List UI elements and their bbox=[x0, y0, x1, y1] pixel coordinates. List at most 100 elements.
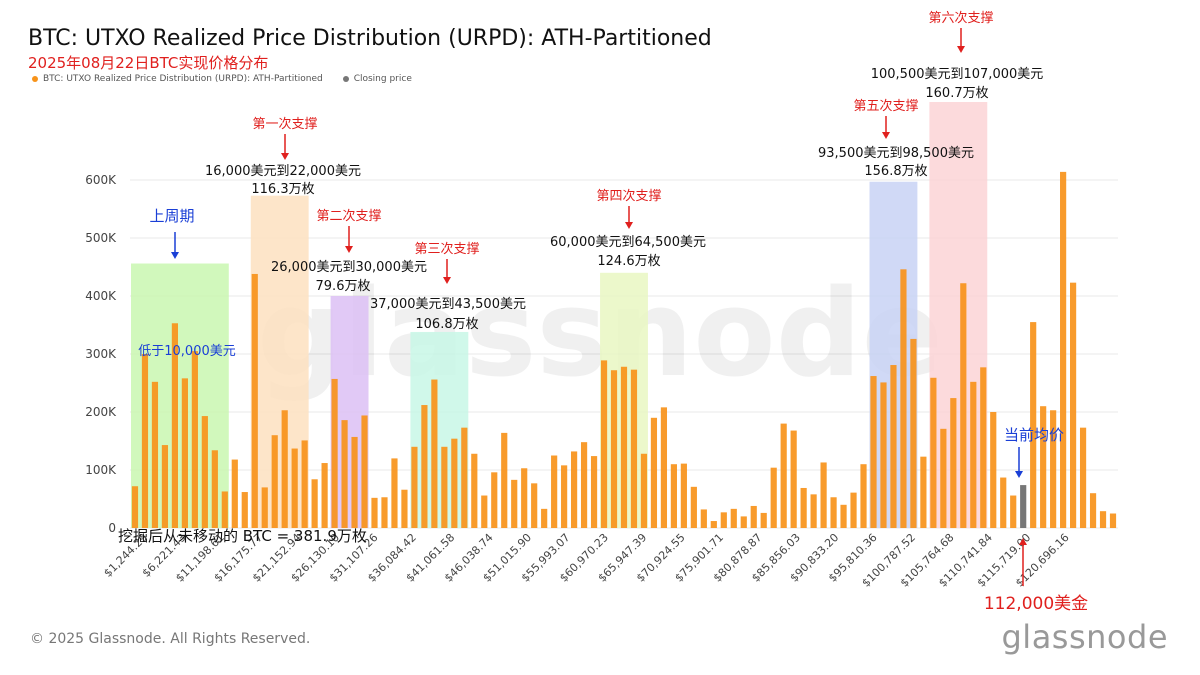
bar[interactable] bbox=[131, 486, 139, 528]
bar[interactable] bbox=[361, 415, 368, 528]
bar[interactable] bbox=[221, 491, 228, 528]
bar[interactable] bbox=[171, 323, 179, 528]
bar[interactable] bbox=[291, 448, 298, 528]
bar[interactable] bbox=[730, 508, 737, 528]
bar[interactable] bbox=[1109, 513, 1117, 529]
bar[interactable] bbox=[331, 378, 338, 528]
bar[interactable] bbox=[281, 410, 288, 528]
bar[interactable] bbox=[1030, 322, 1037, 528]
bar[interactable] bbox=[231, 459, 238, 528]
bar[interactable] bbox=[141, 354, 149, 528]
bar[interactable] bbox=[630, 369, 638, 528]
bar[interactable] bbox=[700, 509, 707, 528]
bar[interactable] bbox=[660, 407, 668, 528]
bar[interactable] bbox=[401, 489, 408, 528]
bar[interactable] bbox=[650, 417, 658, 528]
legend-item-urpd[interactable]: BTC: UTXO Realized Price Distribution (U… bbox=[32, 74, 323, 84]
bar[interactable] bbox=[750, 505, 757, 528]
bar[interactable] bbox=[561, 465, 568, 528]
bar[interactable] bbox=[990, 412, 997, 528]
bar[interactable] bbox=[251, 273, 258, 528]
bar[interactable] bbox=[431, 379, 438, 528]
bar[interactable] bbox=[471, 453, 478, 528]
bar[interactable] bbox=[311, 479, 318, 528]
bar[interactable] bbox=[531, 483, 538, 528]
bar[interactable] bbox=[920, 456, 927, 528]
bar[interactable] bbox=[1069, 282, 1077, 528]
bar[interactable] bbox=[461, 427, 468, 528]
bar[interactable] bbox=[181, 378, 188, 528]
bar[interactable] bbox=[1079, 427, 1087, 528]
bar[interactable] bbox=[870, 376, 877, 528]
bar[interactable] bbox=[571, 451, 578, 528]
bar[interactable] bbox=[670, 464, 677, 528]
bar[interactable] bbox=[780, 423, 787, 528]
bar[interactable] bbox=[321, 463, 328, 528]
bar[interactable] bbox=[600, 360, 608, 528]
bar[interactable] bbox=[551, 455, 558, 529]
bar[interactable] bbox=[900, 269, 907, 528]
bar[interactable] bbox=[800, 487, 807, 528]
bar[interactable] bbox=[161, 445, 169, 528]
bar[interactable] bbox=[501, 432, 508, 528]
bar[interactable] bbox=[1000, 477, 1007, 528]
bar[interactable] bbox=[610, 370, 618, 528]
bar[interactable] bbox=[541, 508, 548, 528]
bar[interactable] bbox=[980, 367, 987, 528]
bar[interactable] bbox=[890, 365, 897, 528]
bar[interactable] bbox=[441, 446, 448, 528]
bar[interactable] bbox=[940, 428, 947, 528]
bar[interactable] bbox=[970, 381, 977, 528]
bar[interactable] bbox=[860, 464, 867, 528]
bar[interactable] bbox=[620, 366, 628, 528]
bar[interactable] bbox=[820, 462, 827, 528]
bar[interactable] bbox=[481, 495, 488, 528]
bar[interactable] bbox=[201, 416, 208, 528]
bar[interactable] bbox=[910, 338, 917, 528]
bar[interactable] bbox=[720, 512, 727, 528]
bar[interactable] bbox=[211, 450, 218, 528]
bar[interactable] bbox=[640, 453, 648, 528]
bar[interactable] bbox=[421, 405, 428, 528]
legend-item-closing-price[interactable]: Closing price bbox=[342, 74, 412, 84]
bar[interactable] bbox=[790, 430, 797, 528]
bar[interactable] bbox=[341, 420, 348, 528]
bar[interactable] bbox=[760, 512, 767, 528]
bar[interactable] bbox=[740, 516, 747, 528]
bar[interactable] bbox=[241, 492, 248, 528]
bar[interactable] bbox=[371, 497, 378, 528]
bar[interactable] bbox=[191, 351, 198, 528]
bar[interactable] bbox=[391, 458, 398, 528]
bar[interactable] bbox=[960, 283, 967, 528]
bar[interactable] bbox=[451, 438, 458, 528]
bar[interactable] bbox=[381, 497, 388, 528]
bar[interactable] bbox=[690, 486, 697, 528]
bar[interactable] bbox=[880, 382, 887, 528]
current-price-bar[interactable] bbox=[1020, 485, 1027, 528]
bar[interactable] bbox=[810, 494, 817, 528]
bar[interactable] bbox=[590, 456, 598, 528]
bar[interactable] bbox=[1050, 410, 1057, 528]
bar[interactable] bbox=[830, 497, 837, 528]
bar[interactable] bbox=[521, 468, 528, 528]
bar[interactable] bbox=[1099, 511, 1107, 528]
bar[interactable] bbox=[511, 479, 518, 528]
bar[interactable] bbox=[271, 435, 278, 528]
bar[interactable] bbox=[930, 377, 937, 528]
bar[interactable] bbox=[840, 504, 847, 528]
bar[interactable] bbox=[411, 446, 418, 528]
bar[interactable] bbox=[491, 472, 498, 528]
bar[interactable] bbox=[1010, 495, 1017, 528]
bar[interactable] bbox=[301, 440, 308, 528]
bar[interactable] bbox=[351, 436, 358, 528]
bar[interactable] bbox=[950, 398, 957, 528]
bar[interactable] bbox=[580, 442, 588, 528]
bar[interactable] bbox=[151, 381, 159, 528]
bar[interactable] bbox=[710, 521, 717, 528]
bar[interactable] bbox=[1089, 493, 1097, 528]
bar[interactable] bbox=[770, 467, 777, 528]
bar[interactable] bbox=[850, 492, 857, 528]
bar[interactable] bbox=[1060, 171, 1067, 528]
bar[interactable] bbox=[680, 463, 687, 528]
bar[interactable] bbox=[1040, 406, 1047, 528]
